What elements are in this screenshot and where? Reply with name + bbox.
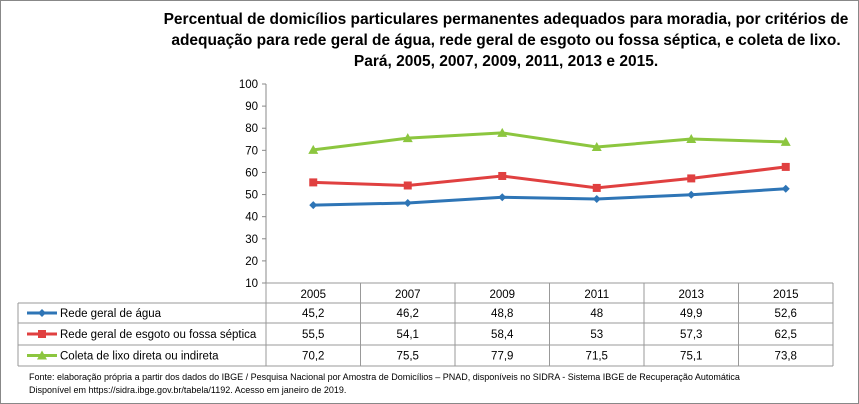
y-tick-label: 80 bbox=[245, 123, 258, 135]
data-point-square bbox=[687, 174, 696, 183]
data-value: 45,2 bbox=[302, 308, 324, 320]
series-line bbox=[313, 165, 786, 190]
data-point-square bbox=[403, 181, 412, 190]
y-tick-label: 20 bbox=[245, 256, 258, 268]
legend-marker bbox=[38, 309, 46, 317]
data-point-triangle bbox=[402, 133, 413, 143]
category-label: 2015 bbox=[773, 289, 799, 301]
category-label: 2007 bbox=[395, 289, 421, 301]
y-tick-label: 100 bbox=[239, 79, 258, 91]
source-note: Fonte: elaboração própria a partir dos d… bbox=[29, 371, 740, 397]
line-chart: 10 20 30 40 50 60 70 80 90 100 2005 2007 2009 2011 201… bbox=[17, 79, 834, 367]
y-tick-label: 40 bbox=[245, 212, 258, 224]
data-value: 55,5 bbox=[302, 329, 324, 341]
data-value: 46,2 bbox=[397, 308, 419, 320]
data-point-square bbox=[592, 183, 601, 192]
data-value: 57,3 bbox=[680, 329, 702, 341]
data-point-diamond bbox=[687, 190, 696, 199]
category-label: 2013 bbox=[678, 289, 704, 301]
data-value: 70,2 bbox=[302, 351, 324, 363]
data-value: 75,5 bbox=[397, 351, 419, 363]
data-point-triangle bbox=[686, 134, 697, 144]
data-value: 58,4 bbox=[491, 329, 514, 341]
data-value: 62,5 bbox=[775, 329, 797, 341]
series-name: Coleta de lixo direta ou indireta bbox=[60, 351, 219, 363]
data-point-triangle bbox=[780, 136, 791, 146]
data-point-square bbox=[309, 178, 318, 187]
data-point-triangle bbox=[591, 142, 602, 152]
data-value: 49,9 bbox=[680, 308, 702, 320]
data-value: 48,8 bbox=[491, 308, 513, 320]
source-line-1: Fonte: elaboração própria a partir dos d… bbox=[29, 372, 740, 382]
data-point-diamond bbox=[498, 193, 507, 202]
data-value: 75,1 bbox=[680, 351, 702, 363]
source-line-2: Disponível em https://sidra.ibge.gov.br/… bbox=[29, 385, 347, 395]
data-point-diamond bbox=[403, 198, 412, 207]
data-point-square bbox=[498, 171, 507, 180]
data-value: 48 bbox=[590, 308, 603, 320]
data-value: 77,9 bbox=[491, 351, 513, 363]
data-value: 53 bbox=[590, 329, 603, 341]
category-label: 2011 bbox=[584, 289, 609, 301]
y-tick-label: 10 bbox=[245, 278, 258, 290]
y-tick-label: 90 bbox=[245, 101, 258, 113]
y-tick-label: 70 bbox=[245, 145, 258, 157]
series-name: Rede geral de água bbox=[60, 308, 162, 320]
category-label: 2009 bbox=[489, 289, 515, 301]
data-value: 54,1 bbox=[397, 329, 419, 341]
data-point-square bbox=[781, 162, 790, 171]
data-point-triangle bbox=[308, 144, 319, 154]
y-tick-label: 30 bbox=[245, 234, 258, 246]
data-point-triangle bbox=[497, 127, 508, 137]
data-point-diamond bbox=[592, 194, 601, 203]
data-value: 71,5 bbox=[586, 351, 608, 363]
data-point-diamond bbox=[781, 184, 790, 193]
data-value: 73,8 bbox=[775, 351, 797, 363]
series-line bbox=[313, 187, 786, 207]
series-line bbox=[313, 131, 786, 152]
y-tick-label: 60 bbox=[245, 167, 258, 179]
data-point-diamond bbox=[309, 201, 318, 210]
data-value: 52,6 bbox=[775, 308, 797, 320]
y-tick-label: 50 bbox=[245, 190, 258, 202]
category-label: 2005 bbox=[300, 289, 326, 301]
legend-marker bbox=[37, 350, 47, 360]
legend-marker bbox=[38, 330, 46, 338]
chart-title: Percentual de domicílios particulares pe… bbox=[163, 11, 849, 70]
series-name: Rede geral de esgoto ou fossa séptica bbox=[60, 329, 257, 341]
